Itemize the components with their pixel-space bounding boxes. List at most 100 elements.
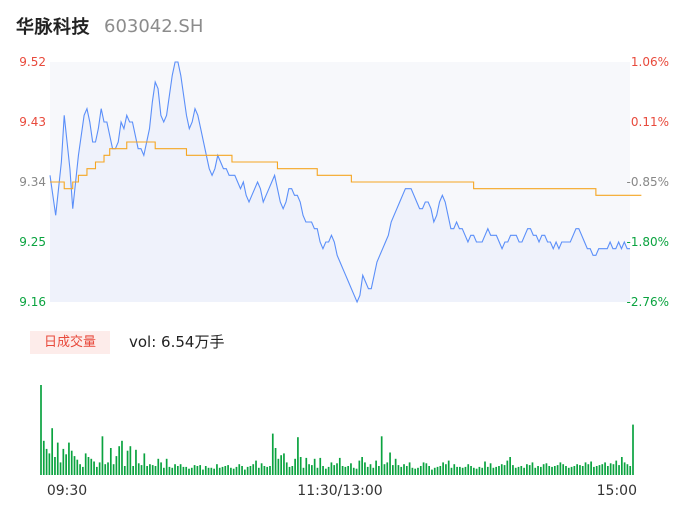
volume-bar [358,460,361,475]
stock-name: 华脉科技 [16,17,90,38]
volume-bar [400,466,403,475]
volume-bar [439,466,442,475]
volume-bar [168,466,171,475]
volume-bar [246,466,249,475]
volume-bar [495,466,498,475]
volume-bar [540,466,542,475]
volume-bar [352,467,355,475]
volume-bar [123,466,126,475]
stock-title: 华脉科技 603042.SH [16,12,203,40]
volume-bar [62,448,65,475]
volume-bar [101,436,104,475]
volume-bar [140,465,143,475]
volume-bar [196,466,199,475]
volume-bar [238,464,241,475]
volume-bar [534,467,537,475]
volume-bar [581,466,584,475]
volume-bar [216,464,218,475]
volume-bar [143,453,146,475]
volume-bar [470,466,472,475]
volume-bar [109,448,112,475]
volume-bar [386,462,389,475]
volume-bar [397,465,400,475]
volume-bar [475,468,478,475]
volume-bar [224,466,227,475]
volume-tab-label[interactable]: 日成交量 [30,331,110,354]
volume-summary: vol: 6.54万手 [129,331,224,354]
volume-bar [361,457,363,475]
volume-bar [553,466,556,475]
volume-bar [274,448,277,475]
volume-bar [629,466,632,475]
y-right-tick: -1.80% [627,235,669,249]
volume-bar [73,456,76,475]
volume-bar [207,467,210,475]
volume-bar [383,464,386,475]
volume-bar [341,466,344,475]
volume-bar [632,424,634,475]
volume-bar [584,462,587,475]
volume-bar [121,440,123,475]
average-price-line [50,141,642,196]
volume-bar [299,457,302,475]
volume-bar [235,466,238,475]
volume-bar [486,466,489,475]
volume-bar [436,466,439,475]
y-left-tick: 9.25 [19,235,46,249]
volume-bar [210,467,213,475]
volume-bar [230,467,232,475]
volume-bar [68,442,70,475]
volume-bar [598,465,601,475]
volume-bar [126,450,129,475]
volume-bar [255,460,257,475]
volume-bar [512,465,514,475]
y-left-tick: 9.34 [19,175,46,189]
volume-bar [528,465,531,475]
volume-bar [59,462,62,475]
volume-bar [271,433,274,475]
volume-bar [509,457,511,475]
volume-bar [467,464,470,475]
volume-bar [291,466,294,475]
volume-summary-prefix: vol: [129,333,162,351]
volume-bar [338,457,341,475]
volume-bar [489,463,492,475]
volume-bar [445,464,447,475]
volume-bar [51,428,54,475]
volume-bar [604,462,606,475]
volume-bar [590,461,592,475]
volume-bar [221,466,224,475]
y-left-tick: 9.52 [19,55,46,69]
volume-bar [188,468,190,475]
volume-bar [54,457,56,475]
volume-summary-value: 6.54万手 [161,333,225,351]
volume-bar [302,467,305,475]
volume-bar [190,467,193,475]
volume-bar [375,460,377,475]
volume-bar [570,466,573,475]
volume-bar [319,457,322,475]
volume-bar [174,464,176,475]
volume-bar [252,464,255,475]
volume-bar [612,464,615,475]
volume-bar [96,466,98,475]
volume-bar [163,467,165,475]
stock-code: 603042.SH [104,15,204,37]
volume-bar [269,466,271,475]
volume-bar [98,462,101,475]
volume-bar [260,463,263,475]
volume-bar [104,464,107,475]
volume-bar [330,462,333,475]
volume-bar [618,465,620,475]
volume-bar [626,464,629,475]
volume-bar [249,466,252,475]
volume-bar [542,464,545,475]
volume-bar [464,466,467,475]
volume-bar [506,460,509,475]
volume-bar [280,455,282,475]
volume-bar [311,465,313,475]
volume-bar [567,467,570,475]
volume-bar [344,466,347,475]
volume-bar [433,467,436,475]
